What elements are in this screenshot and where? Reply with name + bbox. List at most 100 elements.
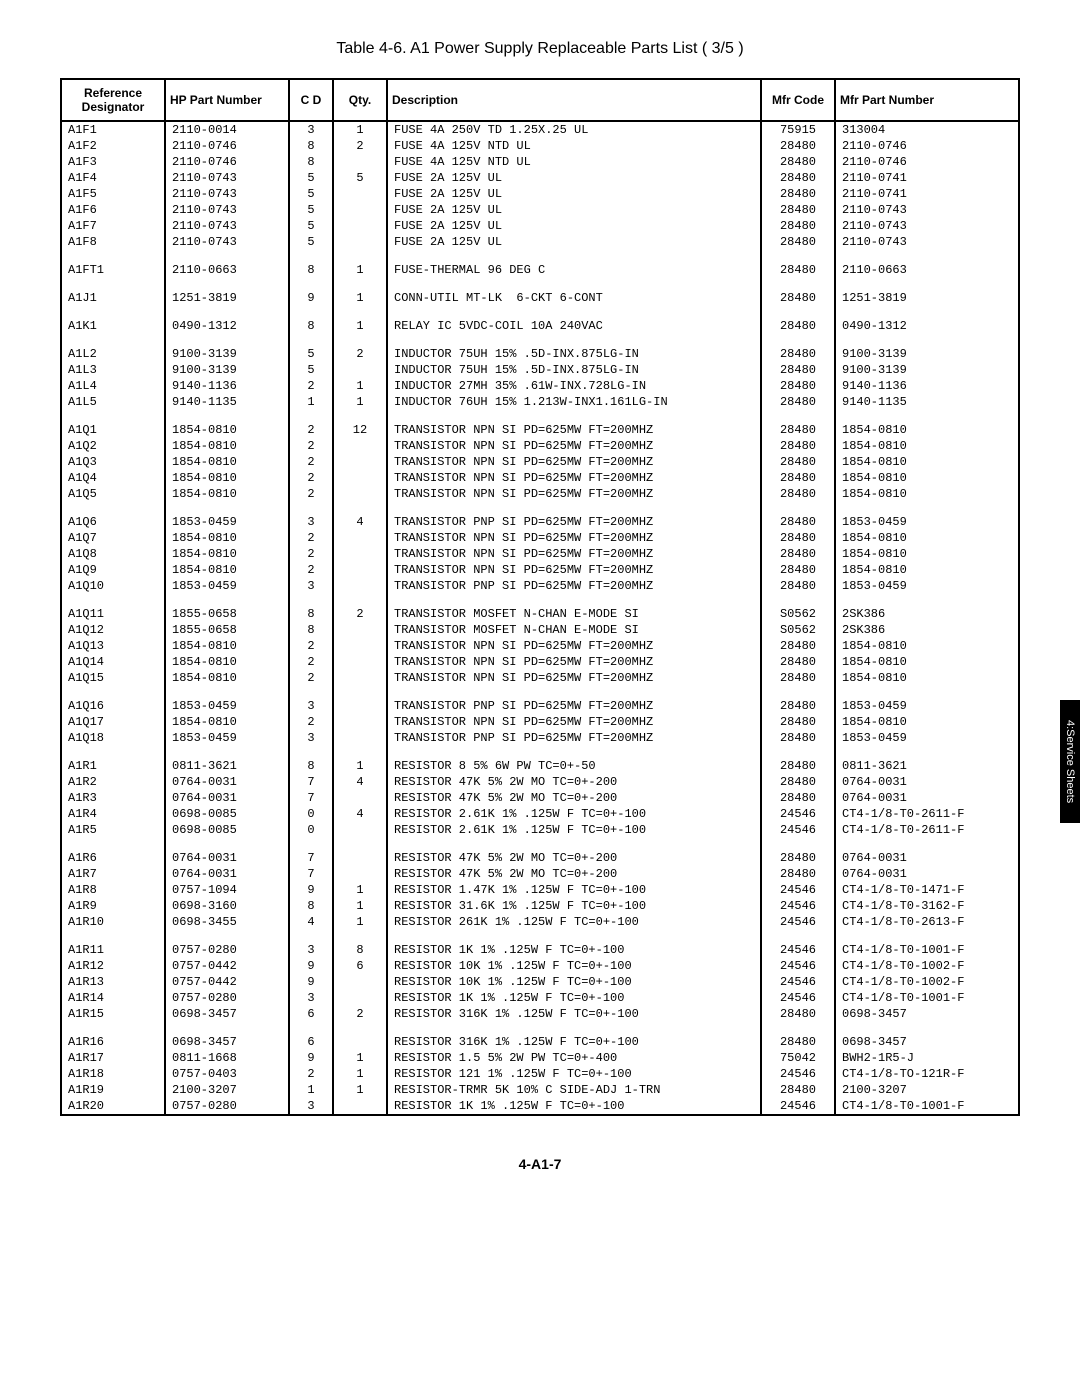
cell: TRANSISTOR NPN SI PD=625MW FT=200MHZ	[387, 530, 761, 546]
cell: 1854-0810	[165, 530, 289, 546]
cell: A1R10	[61, 914, 165, 930]
cell: 0757-0442	[165, 974, 289, 990]
cell: FUSE 4A 125V NTD UL	[387, 154, 761, 170]
cell	[333, 306, 387, 318]
cell: 1854-0810	[835, 654, 1019, 670]
cell	[333, 714, 387, 730]
cell: A1R3	[61, 790, 165, 806]
cell: 1	[333, 914, 387, 930]
cell: 1	[289, 394, 333, 410]
table-row	[61, 306, 1019, 318]
cell: 0757-0280	[165, 990, 289, 1006]
cell: 2	[289, 486, 333, 502]
table-row: A1R140757-02803RESISTOR 1K 1% .125W F TC…	[61, 990, 1019, 1006]
cell	[165, 594, 289, 606]
cell: 28480	[761, 654, 835, 670]
table-row: A1R80757-109491RESISTOR 1.47K 1% .125W F…	[61, 882, 1019, 898]
cell: 8	[289, 898, 333, 914]
cell: 1	[333, 378, 387, 394]
cell: 2110-0746	[165, 154, 289, 170]
cell: 0757-0280	[165, 942, 289, 958]
cell: 28480	[761, 378, 835, 394]
cell: A1F7	[61, 218, 165, 234]
cell: 28480	[761, 514, 835, 530]
cell: 0811-1668	[165, 1050, 289, 1066]
cell: 1853-0459	[835, 730, 1019, 746]
cell: A1F5	[61, 186, 165, 202]
cell: 5	[289, 170, 333, 186]
cell: A1F6	[61, 202, 165, 218]
cell	[333, 186, 387, 202]
cell	[761, 1022, 835, 1034]
cell: 1	[333, 1050, 387, 1066]
cell: CT4-1/8-T0-1001-F	[835, 990, 1019, 1006]
cell: 1854-0810	[835, 486, 1019, 502]
cell	[333, 234, 387, 250]
cell	[61, 930, 165, 942]
cell: 1	[289, 1082, 333, 1098]
cell	[61, 410, 165, 422]
cell: 24546	[761, 990, 835, 1006]
cell: 7	[289, 866, 333, 882]
cell: 4	[333, 806, 387, 822]
cell: 2110-0743	[165, 186, 289, 202]
table-row: A1J11251-381991CONN-UTIL MT-LK 6-CKT 6-C…	[61, 290, 1019, 306]
cell	[165, 306, 289, 318]
cell: 2	[289, 1066, 333, 1082]
cell: 1853-0459	[835, 514, 1019, 530]
cell: 9100-3139	[835, 346, 1019, 362]
cell: 2110-0746	[165, 138, 289, 154]
cell: 28480	[761, 454, 835, 470]
cell: 0757-0442	[165, 958, 289, 974]
cell	[761, 334, 835, 346]
cell: 28480	[761, 730, 835, 746]
cell: 1855-0658	[165, 606, 289, 622]
cell	[761, 930, 835, 942]
cell: 1854-0810	[835, 438, 1019, 454]
cell: 2110-0741	[835, 170, 1019, 186]
cell: 0698-0085	[165, 822, 289, 838]
cell: 3	[289, 1098, 333, 1115]
table-row	[61, 930, 1019, 942]
table-row	[61, 502, 1019, 514]
cell: 1854-0810	[835, 714, 1019, 730]
cell	[387, 250, 761, 262]
cell: FUSE 4A 250V TD 1.25X.25 UL	[387, 121, 761, 138]
cell: INDUCTOR 75UH 15% .5D-INX.875LG-IN	[387, 346, 761, 362]
cell: 5	[289, 202, 333, 218]
cell: RESISTOR 47K 5% 2W MO TC=0+-200	[387, 850, 761, 866]
cell: 2110-0663	[835, 262, 1019, 278]
table-row: A1F72110-07435FUSE 2A 125V UL284802110-0…	[61, 218, 1019, 234]
cell: 28480	[761, 470, 835, 486]
cell: A1Q18	[61, 730, 165, 746]
cell: 2	[289, 530, 333, 546]
cell: 24546	[761, 806, 835, 822]
cell	[333, 486, 387, 502]
cell: 4	[333, 514, 387, 530]
cell	[333, 334, 387, 346]
table-row: A1Q21854-08102TRANSISTOR NPN SI PD=625MW…	[61, 438, 1019, 454]
cell	[835, 278, 1019, 290]
table-row: A1Q141854-08102TRANSISTOR NPN SI PD=625M…	[61, 654, 1019, 670]
cell: 313004	[835, 121, 1019, 138]
cell: 2	[289, 654, 333, 670]
cell: 2	[289, 546, 333, 562]
cell: 1251-3819	[835, 290, 1019, 306]
cell: TRANSISTOR NPN SI PD=625MW FT=200MHZ	[387, 670, 761, 686]
cell: RESISTOR 2.61K 1% .125W F TC=0+-100	[387, 806, 761, 822]
table-row	[61, 410, 1019, 422]
cell: 8	[289, 318, 333, 334]
cell: A1F3	[61, 154, 165, 170]
cell	[333, 410, 387, 422]
cell: 28480	[761, 438, 835, 454]
cell: 9100-3139	[165, 362, 289, 378]
cell: 2	[333, 606, 387, 622]
cell: 1853-0459	[835, 698, 1019, 714]
table-row: A1Q121855-06588TRANSISTOR MOSFET N-CHAN …	[61, 622, 1019, 638]
cell: A1R19	[61, 1082, 165, 1098]
header-ref: Reference Designator	[61, 79, 165, 121]
cell: 28480	[761, 774, 835, 790]
cell: A1R8	[61, 882, 165, 898]
cell	[333, 746, 387, 758]
table-row: A1R192100-320711RESISTOR-TRMR 5K 10% C S…	[61, 1082, 1019, 1098]
